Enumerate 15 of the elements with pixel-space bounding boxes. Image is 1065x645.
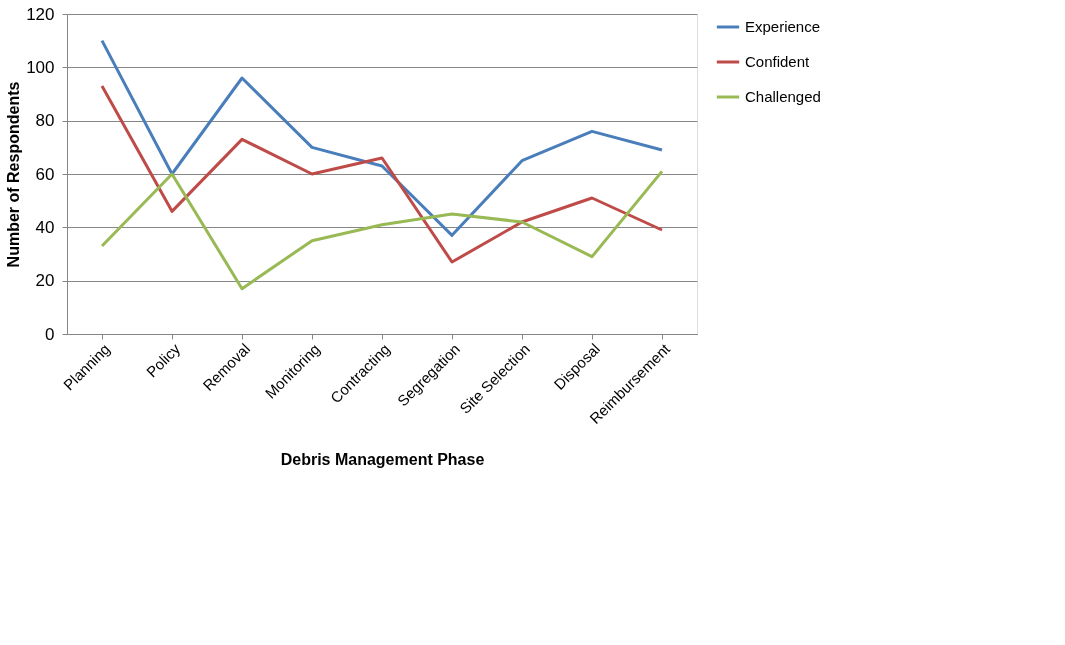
x-axis-title: Debris Management Phase [280, 450, 485, 468]
y-tick-label: 120 [26, 4, 55, 24]
line-series [100, 169, 664, 291]
legend-label: Challenged [745, 88, 821, 105]
line-series [100, 84, 664, 264]
y-tick-label: 0 [45, 324, 55, 344]
y-tick-label: 60 [35, 164, 55, 184]
legend-label: Confident [745, 53, 811, 70]
y-tick-label: 20 [35, 271, 55, 291]
y-tick-label: 80 [35, 111, 55, 131]
y-tick-label: 40 [35, 217, 55, 237]
y-axis-title: Number of Respondents [5, 81, 23, 268]
line-series [100, 39, 664, 237]
legend-label: Experience [745, 18, 821, 35]
y-tick-label: 100 [26, 57, 55, 77]
